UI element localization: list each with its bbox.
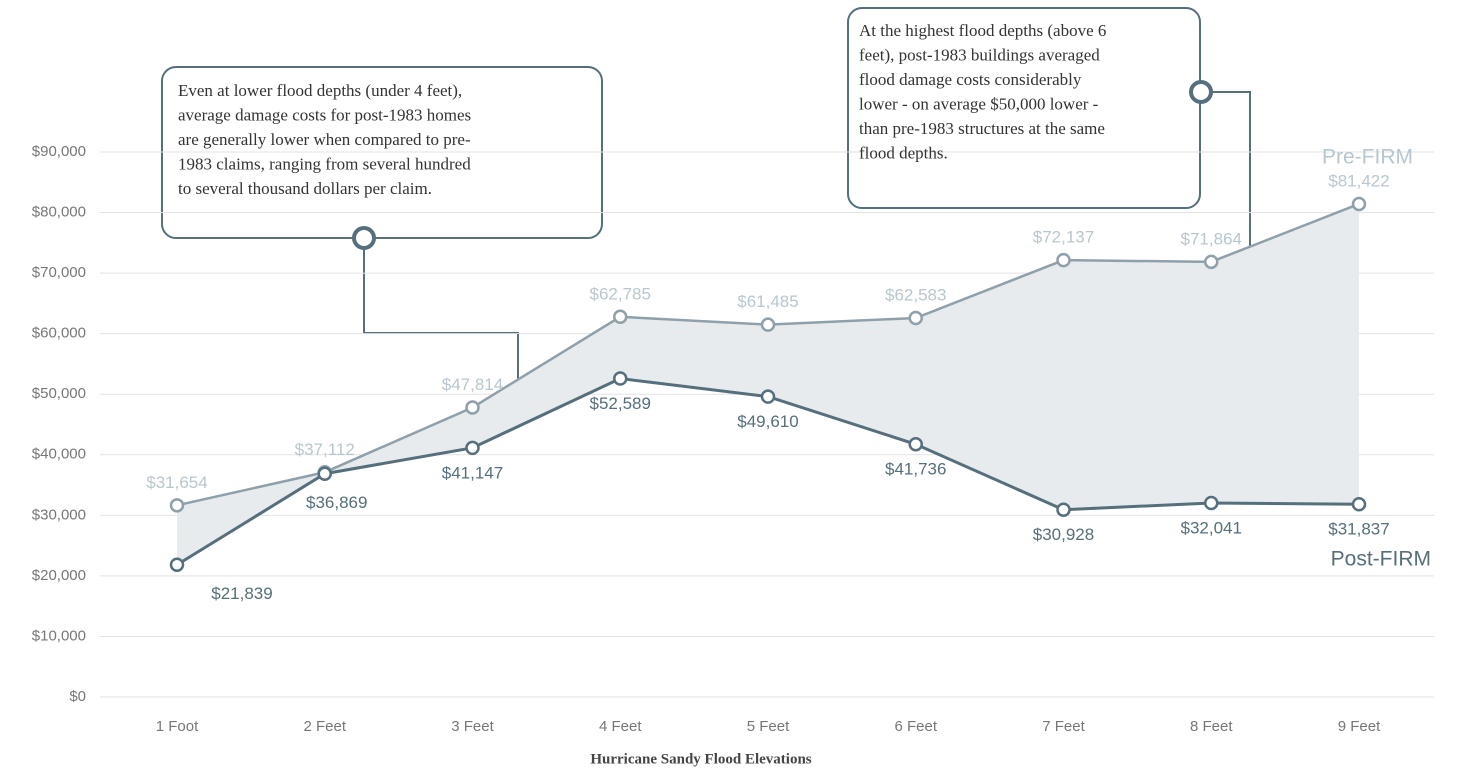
data-point — [1351, 496, 1367, 512]
annotation-text: lower - on average $50,000 lower - — [859, 94, 1099, 113]
data-label: $72,137 — [1033, 228, 1094, 247]
annotation-text: 1983 claims, ranging from several hundre… — [178, 154, 471, 173]
x-tick-label: 2 Feet — [303, 718, 346, 735]
difference-area — [177, 203, 1359, 565]
y-tick-label: $40,000 — [32, 446, 86, 463]
data-point — [613, 371, 628, 386]
y-tick-label: $90,000 — [32, 143, 86, 160]
data-label: $32,041 — [1181, 518, 1242, 537]
series-name: Pre-FIRM — [1322, 146, 1413, 169]
data-label: $31,837 — [1328, 520, 1389, 539]
y-tick-label: $70,000 — [32, 264, 86, 281]
y-tick-label: $0 — [69, 688, 86, 705]
annotation-text: feet), post-1983 buildings averaged — [859, 45, 1100, 64]
annotation-text: Even at lower flood depths (under 4 feet… — [178, 81, 462, 100]
data-point — [1351, 196, 1367, 212]
x-tick-label: 6 Feet — [894, 718, 937, 735]
x-tick-label: 8 Feet — [1190, 718, 1233, 735]
data-point — [908, 437, 923, 452]
data-point — [908, 310, 923, 326]
data-label: $71,864 — [1181, 229, 1242, 248]
data-point — [169, 557, 185, 573]
data-point — [1204, 495, 1219, 511]
x-tick-label: 7 Feet — [1042, 718, 1085, 735]
annotation-text: At the highest flood depths (above 6 — [859, 21, 1106, 40]
data-label: $81,422 — [1328, 171, 1389, 190]
series-name: Post-FIRM — [1331, 548, 1431, 571]
x-tick-label: 4 Feet — [599, 718, 642, 735]
data-point — [613, 309, 628, 325]
x-tick-label: 9 Feet — [1338, 718, 1381, 735]
annotation-text: are generally lower when compared to pre… — [178, 130, 471, 149]
annotation-text: flood damage costs considerably — [859, 70, 1082, 89]
annotation-text: flood depths. — [859, 143, 948, 162]
data-point — [465, 400, 480, 415]
callout-marker — [352, 226, 376, 250]
y-tick-label: $20,000 — [32, 567, 86, 584]
y-tick-label: $50,000 — [32, 385, 86, 402]
data-point — [169, 498, 185, 513]
data-label: $52,589 — [590, 394, 651, 413]
x-tick-label: 5 Feet — [747, 718, 790, 735]
y-tick-label: $30,000 — [32, 506, 86, 523]
data-label: $49,610 — [737, 412, 798, 431]
data-label: $36,869 — [306, 493, 367, 512]
x-tick-label: 1 Foot — [156, 718, 199, 735]
annotation-text: to several thousand dollars per claim. — [178, 179, 432, 198]
data-point — [1056, 252, 1071, 268]
data-label: $21,839 — [211, 584, 272, 603]
callout-box — [847, 7, 1201, 209]
x-axis-title: Hurricane Sandy Flood Elevations — [590, 751, 811, 767]
x-tick-label: 3 Feet — [451, 718, 494, 735]
data-point — [317, 466, 332, 481]
callout-line — [363, 238, 519, 394]
data-point — [760, 389, 776, 404]
data-label: $61,485 — [737, 292, 798, 311]
y-tick-label: $80,000 — [32, 204, 86, 221]
data-point — [465, 440, 480, 456]
data-label: $37,112 — [295, 440, 355, 459]
data-point — [1056, 502, 1071, 517]
y-tick-label: $10,000 — [32, 627, 86, 644]
annotation-text: than pre-1983 structures at the same — [859, 119, 1105, 138]
y-tick-label: $60,000 — [32, 325, 86, 342]
data-point — [1204, 254, 1219, 270]
data-point — [760, 317, 776, 332]
data-label: $47,814 — [442, 375, 503, 394]
callout-marker — [1189, 80, 1213, 104]
data-label: $41,147 — [442, 463, 503, 482]
data-label: $41,736 — [885, 460, 946, 479]
data-label: $31,654 — [146, 473, 207, 492]
annotation-text: average damage costs for post-1983 homes — [178, 105, 471, 124]
data-label: $30,928 — [1033, 525, 1094, 544]
data-label: $62,583 — [885, 286, 946, 305]
data-label: $62,785 — [590, 284, 651, 303]
